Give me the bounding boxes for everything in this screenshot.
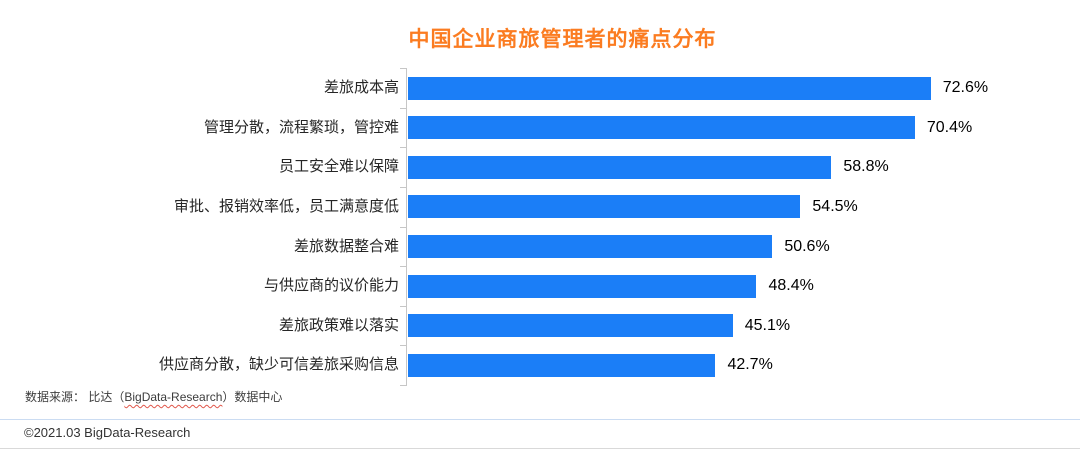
axis-tick [400,385,407,386]
bar [408,76,931,100]
bar-row: 差旅政策难以落实 45.1% [0,306,1080,346]
category-label: 与供应商的议价能力 [263,277,399,295]
axis-tick [400,147,407,149]
value-label: 50.6% [784,237,830,255]
bar [408,353,716,377]
category-label: 差旅成本高 [323,79,399,96]
axis-tick [400,305,407,307]
category-label: 差旅政策难以落实 [278,316,399,334]
category-label: 员工安全难以保障 [278,158,399,176]
bar [408,195,801,219]
axis-tick [400,107,407,109]
bar [408,155,832,179]
category-label: 供应商分散，缺少可信差旅采购信息 [158,356,399,374]
bar-row: 供应商分散，缺少可信差旅采购信息 42.7% [0,345,1080,385]
category-label: 管理分散，流程繁琐，管控难 [203,118,399,136]
copyright-text: ©2021.03 BigData-Research [24,425,191,440]
axis-tick [400,226,407,228]
axis-tick [400,266,407,268]
value-label: 48.4% [768,277,814,295]
source-prefix: 数据来源： 比达（ [25,390,125,404]
bar-row: 差旅成本高 72.6% [0,68,1080,108]
axis-tick [400,68,407,69]
source-suffix: ）数据中心 [222,390,283,404]
bar-row: 管理分散，流程繁琐，管控难 70.4% [0,108,1080,148]
source-brand: BigData-Research [124,390,223,404]
value-label: 72.6% [942,79,989,96]
axis-tick [400,186,407,188]
bar [408,116,915,140]
bar-row: 差旅数据整合难 50.6% [0,227,1080,267]
category-label: 差旅数据整合难 [293,237,399,255]
axis-tick [400,345,407,347]
bar-row: 与供应商的议价能力 48.4% [0,266,1080,306]
value-label: 58.8% [843,158,889,176]
category-label: 审批、报销效率低，员工满意度低 [173,197,399,215]
bar [408,274,757,298]
value-label: 45.1% [744,316,791,334]
bar-row: 员工安全难以保障 58.8% [0,147,1080,187]
bar [408,314,733,338]
value-label: 70.4% [926,118,973,136]
bar-row: 审批、报销效率低，员工满意度低 54.5% [0,187,1080,227]
bar-chart: 差旅成本高 72.6% 管理分散，流程繁琐，管控难 70.4% 员工安全难以保障… [0,68,1080,386]
value-label: 42.7% [727,356,773,374]
value-label: 54.5% [812,197,858,215]
chart-title: 中国企业商旅管理者的痛点分布 [408,28,717,51]
footer-separator-line [0,419,1080,420]
bar [408,235,773,258]
data-source-note: 数据来源： 比达（BigData-Research）数据中心 [25,388,282,405]
